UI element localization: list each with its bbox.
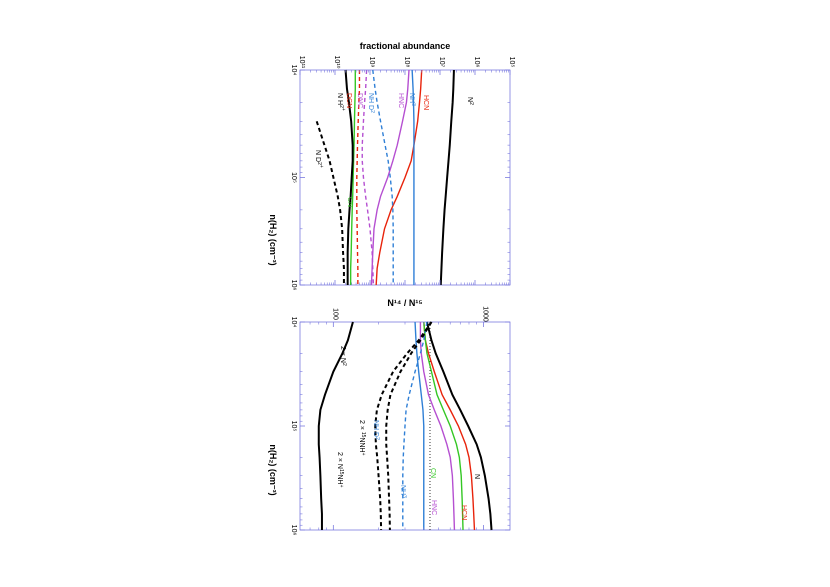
series-line bbox=[402, 321, 428, 530]
series-label: HCN bbox=[422, 95, 429, 110]
series-label-part: HCN bbox=[460, 505, 467, 520]
series-label-part: N H bbox=[336, 93, 343, 105]
series-label: DCN bbox=[345, 93, 352, 108]
series-label-part: NH bbox=[336, 475, 343, 485]
series-line bbox=[439, 69, 455, 286]
series-label: NH3 bbox=[408, 93, 416, 106]
series-line bbox=[411, 69, 415, 285]
series-label-part: 2 × N bbox=[339, 346, 346, 363]
y-tick-label: 10⁶ bbox=[473, 57, 480, 68]
series-label-part: NH bbox=[408, 93, 415, 103]
series-label: 2 × N15NH+ bbox=[336, 452, 344, 488]
series-label-part: 3 bbox=[401, 495, 407, 498]
series-label: CN bbox=[429, 468, 436, 478]
series-line bbox=[356, 70, 361, 285]
y-tick-label: 10⁵ bbox=[508, 57, 515, 68]
series-label: HCN bbox=[460, 505, 467, 520]
series-label: N D2+ bbox=[314, 150, 324, 168]
series-label-part: + bbox=[338, 485, 344, 488]
series-label-part: DCN bbox=[345, 93, 352, 108]
series-line bbox=[423, 321, 464, 531]
series-label-part: DNC bbox=[356, 93, 363, 108]
series-label-part: NH bbox=[399, 485, 406, 495]
series-line bbox=[385, 321, 433, 531]
x-tick-label: 10⁴ bbox=[290, 65, 297, 76]
series-label: NH3 bbox=[399, 485, 407, 498]
series-line bbox=[372, 69, 394, 285]
series-line bbox=[414, 321, 425, 530]
series-line bbox=[419, 322, 456, 531]
series-label-part: 2 bbox=[369, 110, 375, 113]
series-label: NH D2 bbox=[367, 93, 375, 113]
series-label-part: + bbox=[318, 165, 324, 168]
series-line bbox=[344, 69, 354, 285]
top-panel-x-axis-title: n(H₂) (cm⁻³) bbox=[268, 214, 278, 265]
series-label-part: N D bbox=[314, 150, 321, 162]
series-label: N H2+ bbox=[336, 93, 346, 111]
series-label: N bbox=[473, 474, 480, 479]
y-tick-label: 10⁹ bbox=[368, 57, 375, 68]
series-line bbox=[349, 70, 356, 285]
series-label-part: + bbox=[340, 108, 346, 111]
series-label-part: 2 bbox=[341, 363, 347, 366]
series-label-part: 2 bbox=[374, 437, 380, 440]
top-panel-y-axis-title: fractional abundance bbox=[360, 41, 451, 51]
y-tick-label: 10⁷ bbox=[438, 57, 445, 68]
x-tick-label: 10⁴ bbox=[290, 317, 297, 328]
series-label-part: HNC bbox=[397, 93, 404, 108]
series-label-part: NH D bbox=[367, 93, 374, 110]
series-line bbox=[317, 321, 354, 530]
series-label: CN bbox=[346, 197, 353, 207]
series-label-part: 2 bbox=[316, 162, 322, 165]
series-label-part: HCN bbox=[422, 95, 429, 110]
series-line bbox=[425, 321, 493, 531]
x-tick-label: 10⁶ bbox=[290, 525, 297, 536]
series-label: N2 bbox=[466, 97, 474, 105]
series-label-part: CN bbox=[429, 468, 436, 478]
y-tick-label: 10¹¹ bbox=[298, 56, 305, 69]
series-label: HNC bbox=[430, 500, 437, 515]
y-tick-label: 10¹⁰ bbox=[333, 56, 341, 69]
y-tick-label: 1000 bbox=[482, 306, 489, 322]
series-label-part: 2 bbox=[338, 105, 344, 108]
series-line bbox=[315, 120, 345, 285]
x-tick-label: 10⁶ bbox=[290, 280, 297, 291]
series-label-part: 2 bbox=[468, 102, 474, 105]
y-tick-label: 10⁸ bbox=[403, 57, 410, 68]
series-label-part: HNC bbox=[430, 500, 437, 515]
series-label-part: 15 bbox=[360, 432, 366, 438]
series-label-part: + bbox=[360, 453, 366, 456]
series-label-part: N bbox=[473, 474, 480, 479]
series-label-part: NNH bbox=[358, 437, 365, 452]
series-label: NH D2 bbox=[372, 420, 380, 440]
series-line bbox=[374, 321, 433, 531]
series-label-part: 15 bbox=[338, 469, 344, 475]
series-label: 2 × N2 bbox=[339, 346, 347, 366]
x-tick-label: 10⁵ bbox=[290, 172, 297, 183]
y-tick-label: 100 bbox=[331, 308, 338, 320]
series-label-part: 3 bbox=[410, 103, 416, 106]
series-label-part: N bbox=[466, 97, 473, 102]
series-line bbox=[375, 69, 423, 286]
series-label: HNC bbox=[397, 93, 404, 108]
series-line bbox=[361, 69, 375, 286]
bottom-panel-x-axis-title: n(H₂) (cm⁻³) bbox=[268, 444, 278, 495]
x-tick-label: 10⁵ bbox=[290, 421, 297, 432]
series-label-part: 2 × bbox=[358, 420, 365, 432]
bottom-panel-y-axis-title: N¹⁴ / N¹⁵ bbox=[387, 298, 422, 308]
series-label: DNC bbox=[356, 93, 363, 108]
series-label: 2 × 15NNH+ bbox=[358, 420, 366, 456]
series-label-part: CN bbox=[346, 197, 353, 207]
series-line bbox=[423, 321, 476, 531]
series-label-part: 2 × N bbox=[336, 452, 343, 469]
series-label-part: NH D bbox=[372, 420, 379, 437]
